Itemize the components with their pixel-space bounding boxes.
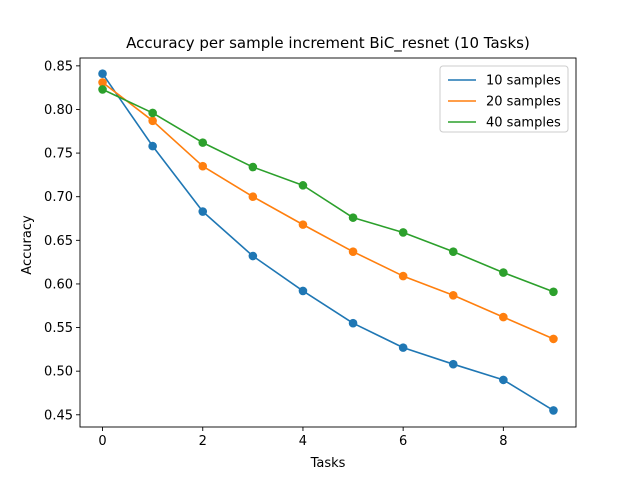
data-point-10-samples bbox=[549, 406, 558, 415]
data-point-10-samples bbox=[248, 251, 258, 261]
data-point-20-samples bbox=[98, 78, 107, 87]
data-point-10-samples bbox=[148, 141, 157, 151]
legend-label-10-samples: 10 samples bbox=[486, 74, 561, 89]
data-point-10-samples bbox=[499, 375, 508, 385]
data-point-20-samples bbox=[298, 220, 308, 229]
data-point-20-samples bbox=[348, 247, 358, 256]
data-point-40-samples bbox=[448, 247, 458, 256]
data-point-40-samples bbox=[398, 228, 408, 237]
data-point-10-samples bbox=[298, 286, 308, 296]
data-point-10-samples bbox=[448, 359, 458, 369]
chart-title: Accuracy per sample increment BiC_resnet… bbox=[126, 34, 530, 53]
axes-frame bbox=[79, 57, 577, 428]
data-point-40-samples bbox=[549, 287, 558, 297]
data-point-20-samples bbox=[499, 312, 508, 322]
y-tick-label: 0.75 bbox=[44, 147, 73, 162]
x-tick-label: 0 bbox=[98, 434, 106, 449]
y-tick-label: 0.45 bbox=[44, 408, 73, 423]
data-point-10-samples bbox=[398, 343, 408, 352]
y-tick-label: 0.55 bbox=[44, 321, 73, 336]
data-point-20-samples bbox=[448, 290, 458, 300]
legend: 10 samples 20 samples 40 samples bbox=[439, 65, 569, 133]
y-tick-label: 0.65 bbox=[44, 234, 73, 249]
data-point-10-samples bbox=[348, 318, 358, 328]
x-tick-label: 4 bbox=[299, 434, 307, 449]
y-tick-label: 0.80 bbox=[44, 103, 73, 118]
series-line-20-samples bbox=[102, 81, 554, 340]
y-tick-label: 0.85 bbox=[44, 59, 73, 74]
y-tick-label: 0.70 bbox=[44, 190, 73, 205]
plot-area: 0 2 4 6 8 0.45 0.50 0.55 0.60 0.65 0.70 0.75 0.80 0.8… bbox=[44, 57, 577, 449]
data-point-40-samples bbox=[298, 181, 308, 190]
data-point-40-samples bbox=[348, 213, 358, 222]
data-point-40-samples bbox=[98, 85, 107, 94]
series-line-10-samples bbox=[101, 73, 554, 412]
x-tick-label: 8 bbox=[499, 434, 507, 449]
data-point-10-samples bbox=[98, 69, 107, 79]
x-tick-label: 6 bbox=[399, 434, 407, 449]
y-axis-label: Accuracy bbox=[20, 215, 35, 275]
data-point-20-samples bbox=[198, 161, 208, 171]
y-tick-label: 0.60 bbox=[44, 277, 73, 292]
y-tick-label: 0.50 bbox=[44, 365, 73, 380]
data-point-10-samples bbox=[198, 207, 208, 216]
data-point-40-samples bbox=[499, 268, 508, 277]
legend-box bbox=[439, 65, 569, 133]
data-point-20-samples bbox=[398, 271, 408, 281]
data-point-40-samples bbox=[248, 162, 258, 172]
data-point-40-samples bbox=[148, 108, 157, 118]
data-point-20-samples bbox=[148, 116, 157, 126]
legend-label-40-samples: 40 samples bbox=[486, 116, 561, 131]
data-point-20-samples bbox=[549, 334, 558, 344]
x-tick-label: 2 bbox=[199, 434, 207, 449]
legend-label-20-samples: 20 samples bbox=[486, 95, 561, 110]
data-point-20-samples bbox=[248, 192, 258, 202]
data-point-40-samples bbox=[198, 138, 208, 147]
series-line-40-samples bbox=[102, 88, 554, 293]
x-axis-label: Tasks bbox=[310, 456, 346, 471]
